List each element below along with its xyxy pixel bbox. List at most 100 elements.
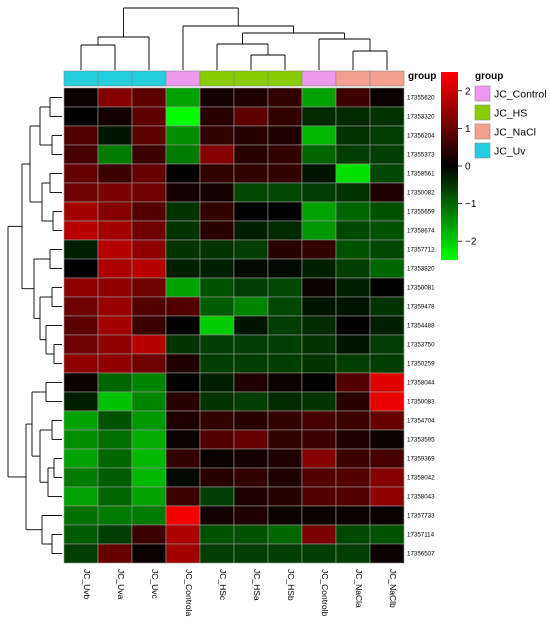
- heatmap-cell: [369, 467, 405, 488]
- legend-swatch: [474, 142, 491, 159]
- heatmap-cell: [165, 505, 201, 526]
- heatmap-cell: [233, 277, 269, 298]
- heatmap-cell: [301, 296, 337, 317]
- heatmap-cell: [199, 505, 235, 526]
- heatmap-cell: [97, 277, 133, 298]
- heatmap-cell: [267, 467, 303, 488]
- heatmap-cell: [301, 524, 337, 545]
- heatmap-cell: [199, 296, 235, 317]
- annotation-cell: [165, 70, 201, 87]
- row-label: 17355373: [407, 152, 435, 159]
- heatmap-cell: [97, 486, 133, 507]
- heatmap-cell: [97, 125, 133, 146]
- heatmap-cell: [165, 277, 201, 298]
- heatmap-cell: [233, 315, 269, 336]
- heatmap-cell: [369, 410, 405, 431]
- heatmap-cell: [97, 334, 133, 355]
- column-label: JC_Uvb: [82, 569, 92, 600]
- heatmap-cell: [97, 543, 133, 564]
- heatmap-cell: [369, 543, 405, 564]
- heatmap-cell: [131, 239, 167, 260]
- heatmap-cell: [301, 486, 337, 507]
- heatmap-cell: [131, 467, 167, 488]
- annotation-cell: [199, 70, 235, 87]
- heatmap-cell: [63, 410, 99, 431]
- heatmap-cell: [301, 163, 337, 184]
- row-label: 17358561: [407, 171, 435, 178]
- heatmap-cell: [165, 239, 201, 260]
- row-label: 17359478: [407, 304, 435, 311]
- heatmap-cell: [131, 144, 167, 165]
- heatmap-cell: [131, 524, 167, 545]
- row-label: 17358042: [407, 475, 435, 482]
- heatmap-cell: [369, 182, 405, 203]
- heatmap-cell: [267, 543, 303, 564]
- color-scale-gradient: [441, 72, 458, 260]
- column-label: JC_Uvc: [150, 569, 160, 600]
- heatmap-cell: [335, 467, 371, 488]
- heatmap-cell: [267, 144, 303, 165]
- heatmap-cell: [301, 239, 337, 260]
- color-scale-tick-label: 0: [465, 162, 471, 173]
- heatmap-cell: [63, 372, 99, 393]
- row-label: 17350259: [407, 361, 435, 368]
- row-label: 17356204: [407, 133, 435, 140]
- column-label: JC_HSa: [252, 569, 262, 601]
- heatmap-cell: [233, 239, 269, 260]
- heatmap-cell: [131, 106, 167, 127]
- heatmap-cell: [131, 391, 167, 412]
- heatmap-cell: [335, 391, 371, 412]
- heatmap-cell: [63, 106, 99, 127]
- annotation-cell: [97, 70, 133, 87]
- heatmap-cell: [63, 315, 99, 336]
- heatmap-cell: [97, 448, 133, 469]
- row-label: 17353750: [407, 342, 435, 349]
- heatmap-cell: [199, 220, 235, 241]
- heatmap-cell: [63, 296, 99, 317]
- heatmap-cell: [267, 277, 303, 298]
- heatmap-cell: [165, 524, 201, 545]
- heatmap-cell: [165, 315, 201, 336]
- heatmap-cell: [369, 106, 405, 127]
- heatmap-cell: [63, 182, 99, 203]
- heatmap-cell: [369, 505, 405, 526]
- heatmap-cell: [233, 391, 269, 412]
- heatmap-cell: [369, 144, 405, 165]
- heatmap-cell: [131, 410, 167, 431]
- heatmap-cell: [335, 258, 371, 279]
- heatmap-cell: [97, 144, 133, 165]
- annotation-cell: [335, 70, 371, 87]
- heatmap-cell: [267, 106, 303, 127]
- heatmap-cell: [335, 315, 371, 336]
- heatmap-cell: [369, 87, 405, 108]
- color-scale-tick-label: −1: [465, 199, 477, 210]
- heatmap-cell: [97, 182, 133, 203]
- heatmap-cell: [369, 391, 405, 412]
- heatmap-cell: [165, 144, 201, 165]
- row-label: 17359369: [407, 456, 435, 463]
- heatmap-cell: [131, 429, 167, 450]
- annotation-cell: [301, 70, 337, 87]
- heatmap-cell: [131, 201, 167, 222]
- heatmap-cell: [233, 87, 269, 108]
- legend-label: JC_Control: [494, 89, 547, 101]
- heatmap-cell: [131, 372, 167, 393]
- heatmap-cell: [369, 201, 405, 222]
- heatmap-cell: [63, 486, 99, 507]
- heatmap-cell: [199, 106, 235, 127]
- heatmap-cell: [233, 182, 269, 203]
- heatmap-cell: [63, 448, 99, 469]
- heatmap-cell: [63, 429, 99, 450]
- heatmap-cell: [131, 258, 167, 279]
- heatmap-cell: [301, 201, 337, 222]
- heatmap-cell: [301, 144, 337, 165]
- heatmap-cell: [131, 334, 167, 355]
- heatmap-cell: [267, 182, 303, 203]
- heatmap-cell: [335, 353, 371, 374]
- heatmap-cell: [165, 106, 201, 127]
- heatmap-cell: [267, 448, 303, 469]
- row-label: 17353320: [407, 114, 435, 121]
- heatmap-cell: [97, 201, 133, 222]
- heatmap-cell: [131, 163, 167, 184]
- heatmap-cell: [199, 334, 235, 355]
